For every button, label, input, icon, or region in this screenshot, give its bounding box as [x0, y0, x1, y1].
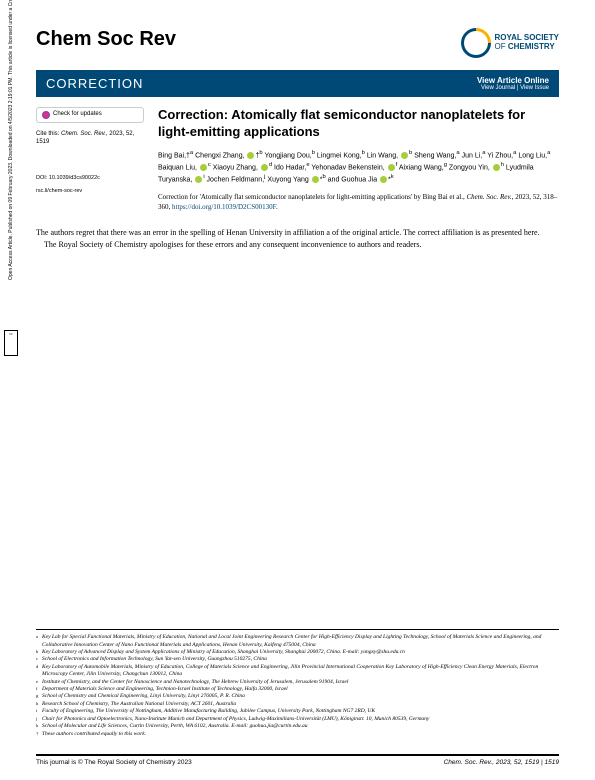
- body-text: The authors regret that there was an err…: [36, 227, 559, 251]
- orcid-icon: [401, 152, 408, 159]
- original-doi-link[interactable]: https://doi.org/10.1039/D2CS00130F: [172, 203, 276, 211]
- journal-title: Chem Soc Rev: [36, 28, 176, 51]
- view-article-link[interactable]: View Article Online: [477, 76, 549, 85]
- orcid-icon: [261, 164, 268, 171]
- check-updates-label: Check for updates: [53, 111, 102, 119]
- affiliation: eInstitute of Chemistry, and the Center …: [36, 679, 559, 686]
- rsc-c-icon: [454, 22, 496, 64]
- affiliations: aKey Lab for Special Functional Material…: [36, 629, 559, 738]
- article-title: Correction: Atomically flat semiconducto…: [158, 107, 559, 141]
- orcid-icon: [380, 176, 387, 183]
- affiliation: dKey Laboratory of Automobile Materials,…: [36, 664, 559, 679]
- rsc-line2: OF CHEMISTRY: [495, 43, 559, 52]
- rsc-logo: ROYAL SOCIETY OF CHEMISTRY: [461, 28, 559, 58]
- main-content: Check for updates Cite this: Chem. Soc. …: [36, 107, 559, 213]
- footer-copyright: This journal is © The Royal Society of C…: [36, 759, 192, 766]
- affiliation: kSchool of Molecular and Life Sciences, …: [36, 723, 559, 730]
- affiliation: cSchool of Electronics and Information T…: [36, 656, 559, 663]
- orcid-icon: [388, 164, 395, 171]
- right-column: Correction: Atomically flat semiconducto…: [158, 107, 559, 213]
- page-footer: This journal is © The Royal Society of C…: [36, 754, 559, 766]
- orcid-icon: [247, 152, 254, 159]
- page: Open Access Article. Published on 09 Feb…: [0, 0, 595, 780]
- orcid-icon: [200, 164, 207, 171]
- orcid-icon: [195, 176, 202, 183]
- affiliation: aKey Lab for Special Functional Material…: [36, 634, 559, 649]
- open-access-side-text: Open Access Article. Published on 09 Feb…: [8, 0, 14, 280]
- body-para-2: The Royal Society of Chemistry apologise…: [36, 239, 559, 251]
- body-para-1: The authors regret that there was an err…: [36, 227, 559, 239]
- affiliation: gSchool of Chemistry and Chemical Engine…: [36, 693, 559, 700]
- doi: DOI: 10.1039/d3cs90022c: [36, 175, 144, 182]
- footer-citation: Chem. Soc. Rev., 2023, 52, 1519 | 1519: [444, 759, 559, 766]
- doi-block: DOI: 10.1039/d3cs90022c rsc.li/chem-soc-…: [36, 175, 144, 195]
- orcid-icon: [493, 164, 500, 171]
- correction-reference: Correction for 'Atomically flat semicond…: [158, 193, 559, 213]
- orcid-icon: [312, 176, 319, 183]
- header: Chem Soc Rev ROYAL SOCIETY OF CHEMISTRY: [36, 28, 559, 58]
- crossmark-icon: [42, 111, 50, 119]
- check-updates-button[interactable]: Check for updates: [36, 107, 144, 123]
- author-list: Bing Bai,†a Chengxi Zhang, †b Yongjiang …: [158, 149, 559, 185]
- section-banner: CORRECTION View Article Online View Jour…: [36, 70, 559, 97]
- left-column: Check for updates Cite this: Chem. Soc. …: [36, 107, 144, 213]
- citation: Cite this: Chem. Soc. Rev., 2023, 52, 15…: [36, 131, 144, 147]
- cc-badge-icon: cc: [4, 330, 18, 356]
- section-label: CORRECTION: [46, 76, 143, 91]
- view-journal-link[interactable]: View Journal | View Issue: [477, 85, 549, 91]
- rsc-li-link[interactable]: rsc.li/chem-soc-rev: [36, 188, 144, 195]
- rsc-logo-text: ROYAL SOCIETY OF CHEMISTRY: [495, 34, 559, 52]
- affiliation: iFaculty of Engineering, The University …: [36, 708, 559, 715]
- affiliation: †These authors contributed equally to th…: [36, 731, 559, 738]
- banner-links: View Article Online View Journal | View …: [477, 76, 549, 91]
